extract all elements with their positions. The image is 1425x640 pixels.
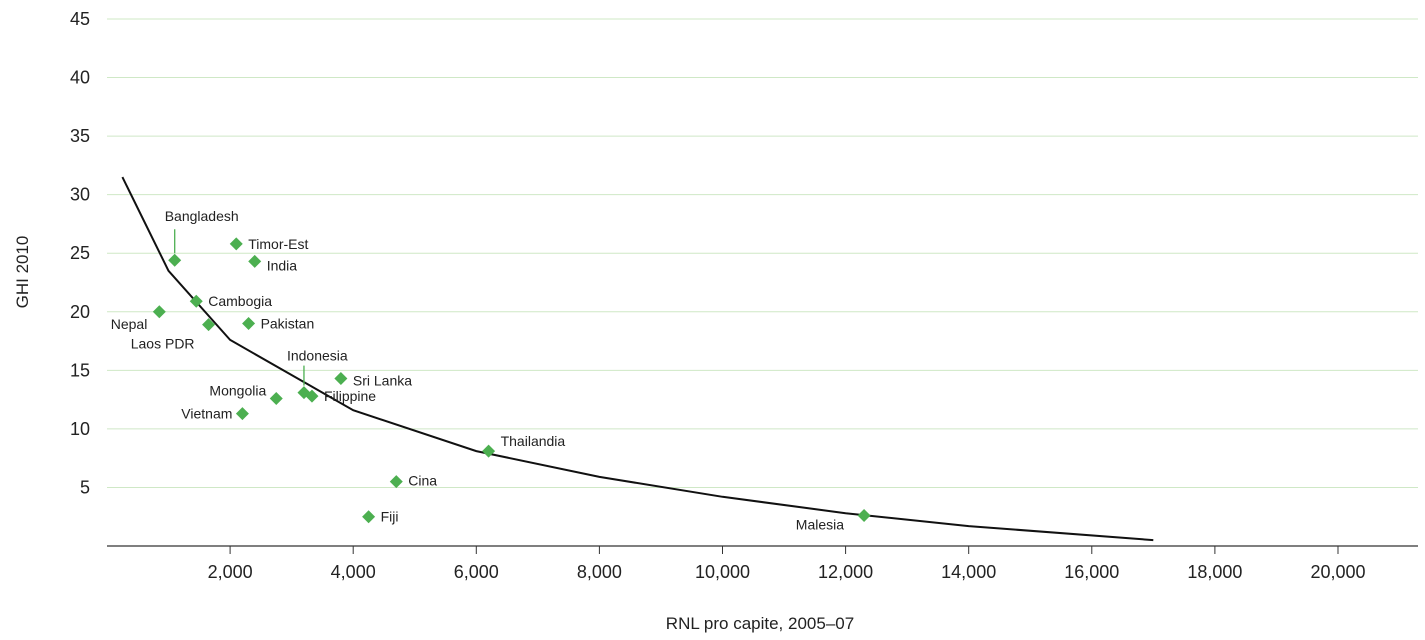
data-point-marker <box>269 391 283 405</box>
y-tick-label: 45 <box>70 9 90 29</box>
data-point-marker <box>389 475 403 489</box>
x-axis-ticks: 2,000 4,000 6,000 8,000 10,000 12,000 14,000 16… <box>208 546 1366 582</box>
data-point-marker <box>235 407 249 421</box>
y-tick-label: 35 <box>70 126 90 146</box>
data-point-marker <box>229 237 243 251</box>
data-point-label: Filippine <box>324 388 376 404</box>
data-point-label: Nepal <box>111 316 148 332</box>
data-point-label: Pakistan <box>261 315 315 331</box>
data-point-marker <box>362 510 376 524</box>
data-point-marker <box>152 305 166 319</box>
x-tick-label: 14,000 <box>941 562 996 582</box>
x-axis-title: RNL pro capite, 2005–07 <box>666 614 854 633</box>
data-point-marker <box>305 389 319 403</box>
data-point-label: Indonesia <box>287 348 348 364</box>
y-tick-label: 5 <box>80 477 90 497</box>
data-point-label: Sri Lanka <box>353 373 412 389</box>
data-point-label: Cambogia <box>208 293 272 309</box>
data-point-marker <box>189 294 203 308</box>
data-point-label: India <box>267 257 298 273</box>
data-point-label: Malesia <box>796 517 844 533</box>
y-axis-ticks: 5 10 15 20 25 30 35 40 45 <box>70 9 90 497</box>
data-point-marker <box>482 444 496 458</box>
x-tick-label: 4,000 <box>331 562 376 582</box>
data-point-marker <box>857 509 871 523</box>
label-leader-lines <box>174 229 305 386</box>
y-tick-label: 15 <box>70 360 90 380</box>
data-point-marker <box>202 318 216 332</box>
data-point-marker <box>242 316 256 330</box>
x-tick-label: 8,000 <box>577 562 622 582</box>
x-tick-label: 20,000 <box>1310 562 1365 582</box>
data-point-label: Thailandia <box>501 433 566 449</box>
x-tick-label: 2,000 <box>208 562 253 582</box>
data-point-label: Laos PDR <box>131 336 195 352</box>
point-labels: Bangladesh Timor-Est India Cambogia Nepal Lao… <box>111 208 845 532</box>
x-tick-label: 16,000 <box>1064 562 1119 582</box>
y-tick-label: 40 <box>70 68 90 88</box>
trend-line <box>121 176 1154 542</box>
data-points <box>152 237 871 524</box>
data-point-label: Mongolia <box>209 382 266 398</box>
x-tick-label: 18,000 <box>1187 562 1242 582</box>
gridlines <box>107 18 1418 488</box>
y-tick-label: 20 <box>70 302 90 322</box>
y-tick-label: 25 <box>70 243 90 263</box>
y-axis-title: GHI 2010 <box>13 236 32 309</box>
data-point-marker <box>168 253 182 267</box>
x-tick-label: 10,000 <box>695 562 750 582</box>
data-point-label: Cina <box>408 473 437 489</box>
data-point-label: Fiji <box>381 509 399 525</box>
data-point-label: Bangladesh <box>165 208 239 224</box>
data-point-label: Vietnam <box>181 406 232 422</box>
y-tick-label: 10 <box>70 419 90 439</box>
data-point-marker <box>334 372 348 386</box>
data-point-marker <box>248 254 262 268</box>
data-point-label: Timor-Est <box>248 236 308 252</box>
x-tick-label: 6,000 <box>454 562 499 582</box>
x-tick-label: 12,000 <box>818 562 873 582</box>
y-tick-label: 30 <box>70 185 90 205</box>
